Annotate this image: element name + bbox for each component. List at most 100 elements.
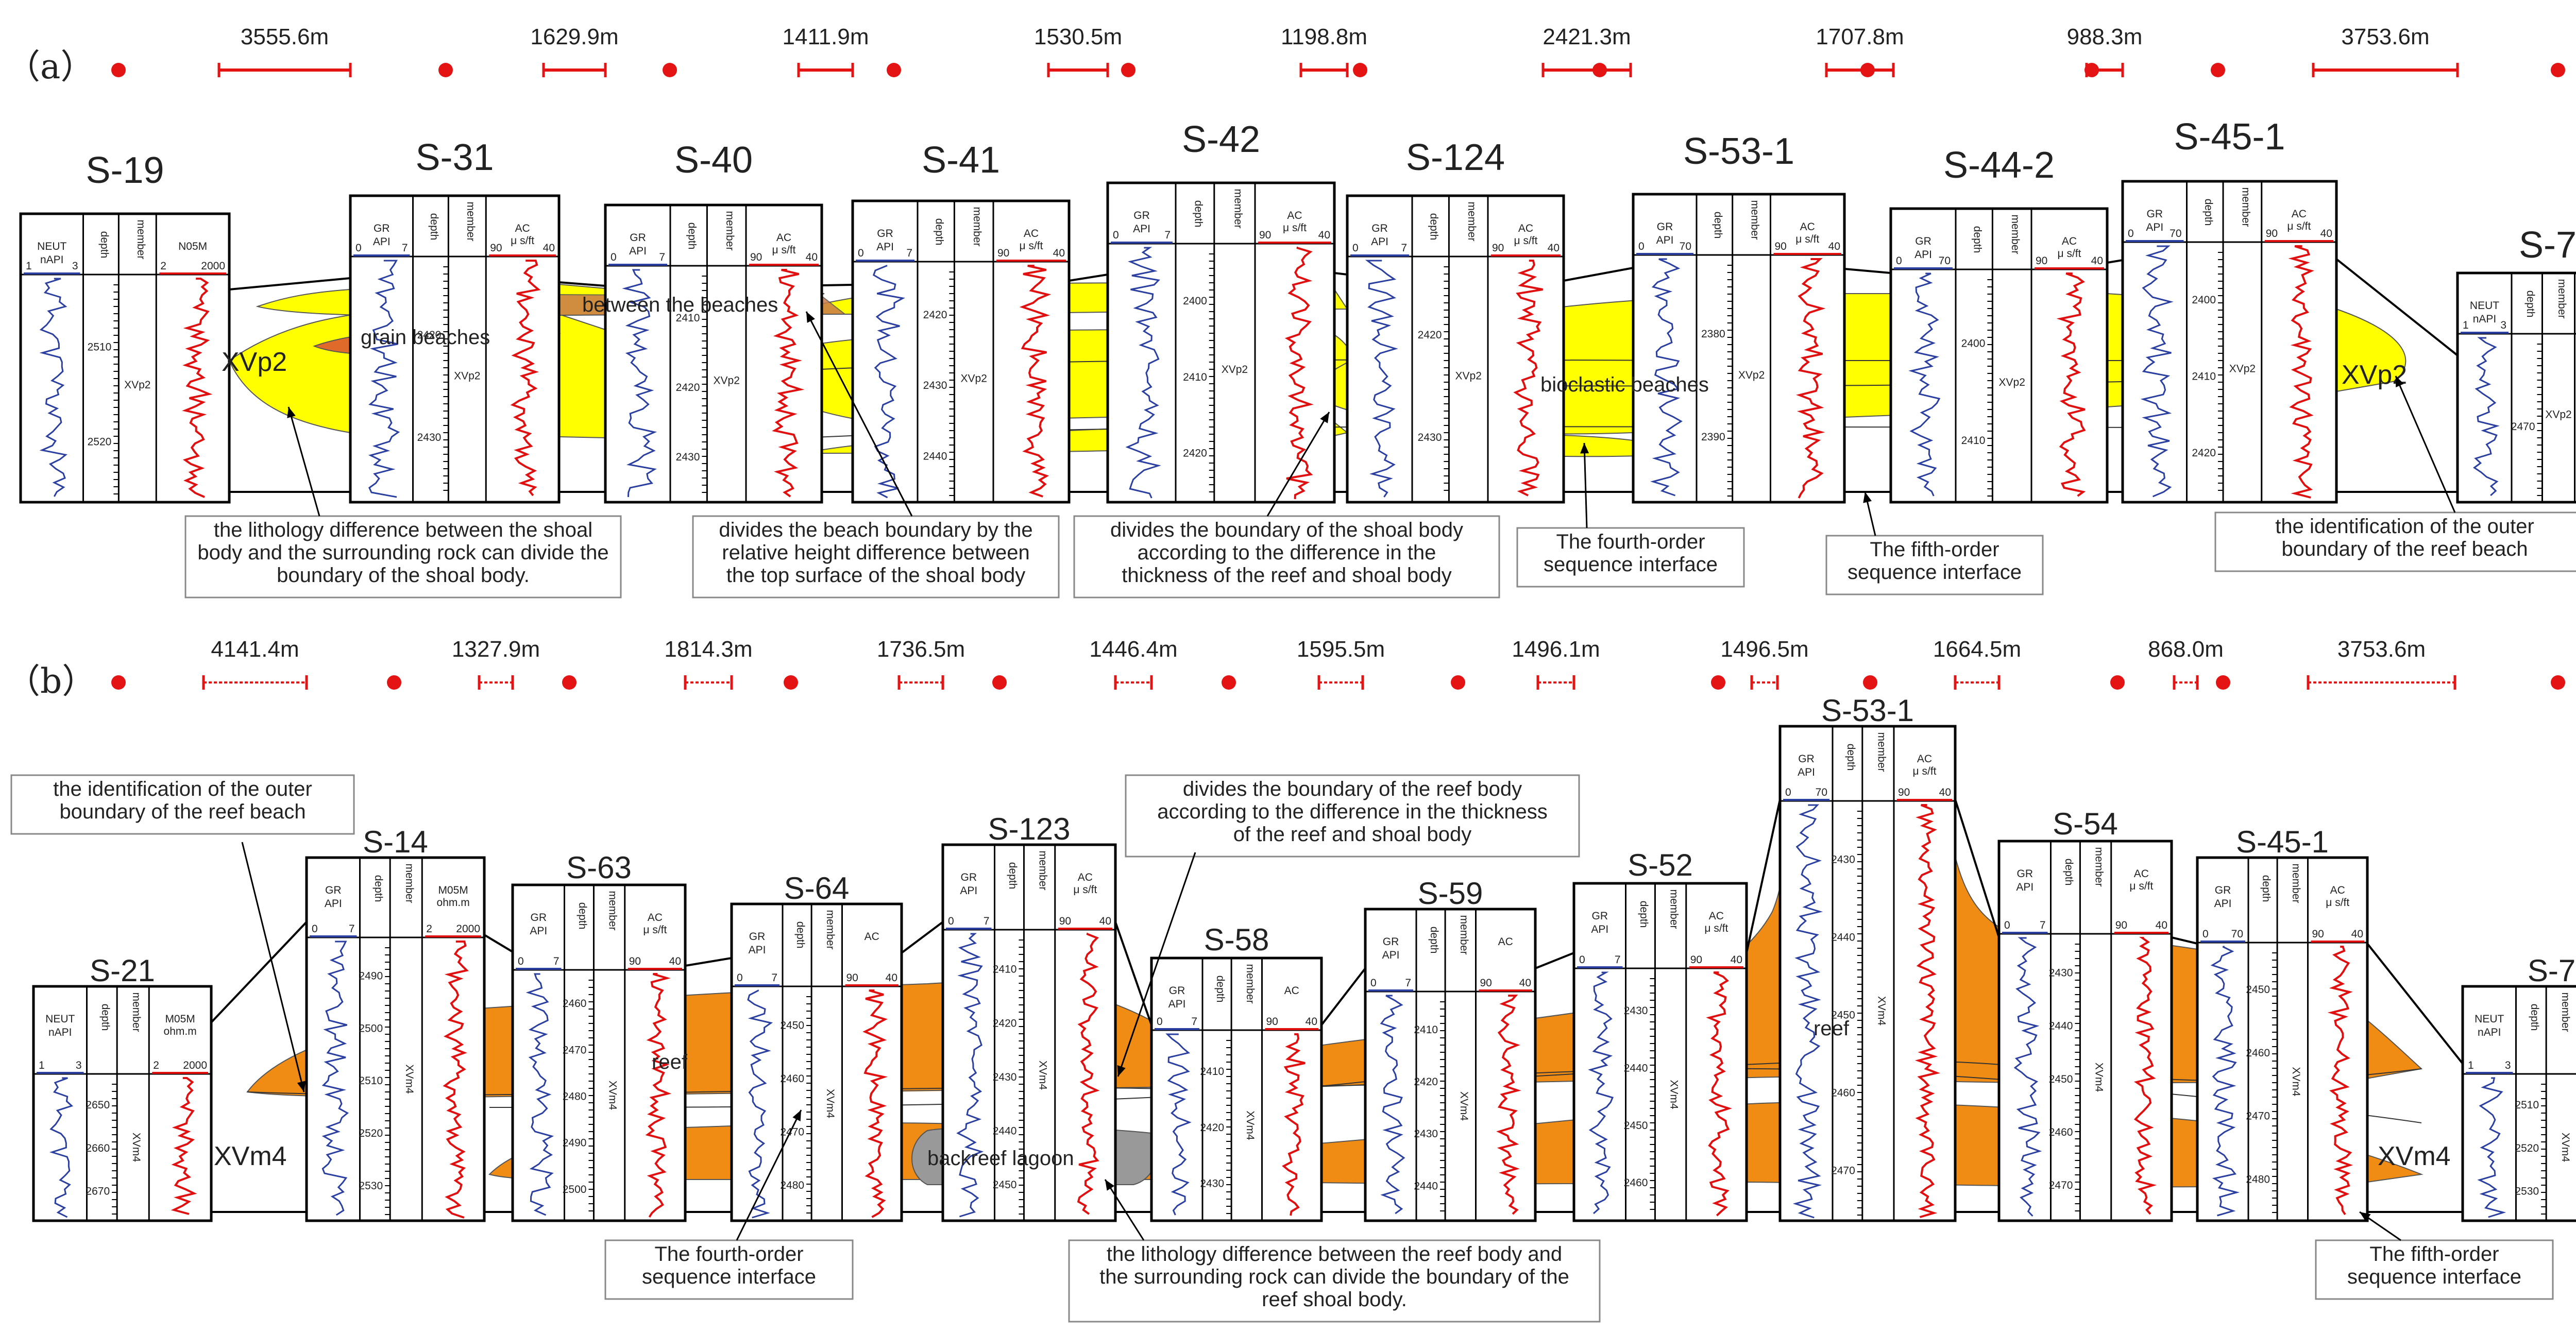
depth-label: 2460	[563, 998, 587, 1010]
left-log-name: NEUT	[45, 1013, 75, 1025]
left-log-name: GR	[2215, 884, 2231, 896]
right-scale-max: 40	[1731, 954, 1742, 966]
right-log-unit: ohm.m	[437, 897, 470, 909]
left-log-unit: API	[1798, 766, 1815, 778]
well-location-dot	[1863, 675, 1877, 690]
gr-curve	[622, 269, 657, 498]
right-log-name: AC	[1078, 871, 1093, 883]
left-scale-max: 3	[2500, 319, 2506, 331]
depth-header: depth	[1007, 862, 1019, 890]
member-header: member	[1037, 850, 1049, 890]
depth-label: 2520	[359, 1127, 383, 1139]
distance-label: 1411.9m	[783, 24, 869, 49]
depth-label: 2430	[1418, 432, 1442, 443]
member-label: XVm4	[824, 1089, 836, 1119]
left-scale-min: 0	[948, 915, 954, 927]
gr-curve	[1125, 247, 1161, 499]
callout-leader	[2395, 375, 2456, 513]
gr-curve	[2140, 245, 2174, 498]
member-label: XVm4	[1668, 1080, 1680, 1109]
well-frame	[1150, 956, 1323, 1222]
right-scale-max: 2000	[456, 923, 480, 935]
depth-label: 2430	[2049, 967, 2073, 979]
depth-header: depth	[428, 213, 440, 241]
member-header: member	[2290, 863, 2302, 903]
depth-label: 2530	[359, 1180, 383, 1192]
right-scale-min: 90	[2266, 228, 2278, 240]
depth-header: depth	[1428, 213, 1440, 241]
right-scale-max: 40	[1939, 787, 1951, 798]
member-label: XVp2	[1738, 369, 1765, 381]
left-log-unit: API	[373, 236, 391, 248]
well-name: S-19	[86, 150, 164, 191]
callout-box	[10, 774, 355, 835]
left-log-name: GR	[2017, 868, 2033, 880]
depth-label: 2430	[417, 432, 442, 443]
well-name: S-21	[90, 953, 155, 988]
right-scale-max: 40	[669, 955, 681, 967]
member-header: member	[971, 207, 983, 246]
distance-label: 1446.4m	[1089, 637, 1177, 662]
right-log-name: AC	[1800, 221, 1815, 233]
unit-label-left: XVm4	[214, 1141, 287, 1171]
callout-line: divides the boundary of the shoal body	[1110, 519, 1463, 541]
left-log-name: GR	[374, 223, 390, 234]
member-header: member	[2009, 214, 2021, 254]
left-log-name: GR	[325, 884, 342, 896]
callout-line: according to the difference in the	[1138, 541, 1436, 564]
left-log-unit: API	[1133, 223, 1150, 235]
ac-curve	[2327, 946, 2353, 1216]
callout-box	[2315, 1239, 2554, 1300]
left-log-name: NEUT	[2470, 300, 2499, 312]
right-scale-min: 2	[426, 923, 432, 935]
right-scale-min: 90	[1775, 241, 1787, 252]
ac-curve	[510, 260, 541, 497]
depth-label: 2500	[359, 1022, 383, 1034]
right-log-unit: ohm.m	[164, 1026, 197, 1037]
left-log-name: NEUT	[2475, 1013, 2504, 1025]
right-scale-min: 90	[2115, 919, 2127, 931]
well-name: S-59	[1418, 876, 1483, 911]
callout-text: The fourth-order sequence interface	[1544, 531, 1718, 576]
left-scale-min: 1	[2463, 319, 2469, 331]
depth-label: 2470	[2246, 1110, 2270, 1122]
left-scale-min: 0	[1157, 1016, 1163, 1028]
arrow-head-icon	[1863, 492, 1872, 503]
ac-curve	[645, 973, 672, 1218]
member-label: XVp2	[124, 379, 150, 391]
left-log-name: GR	[1915, 235, 1931, 247]
arrow-head-icon	[287, 407, 296, 418]
member-label: XVp2	[1999, 377, 2025, 388]
callout-line: sequence interface	[2347, 1266, 2521, 1288]
callout-line: divides the boundary of the reef body	[1183, 778, 1522, 800]
left-scale-min: 0	[2128, 228, 2134, 240]
well-location-dot	[992, 675, 1007, 690]
left-scale-max: 7	[553, 955, 560, 967]
ac-curve	[1914, 804, 1941, 1218]
left-scale-max: 3	[72, 260, 78, 272]
distance-label: 1198.8m	[1281, 24, 1367, 49]
depth-label: 2430	[676, 451, 700, 463]
depth-label: 2670	[86, 1186, 110, 1198]
callout-text: the identification of the outer boundary …	[2275, 515, 2534, 560]
ac-curve	[2288, 245, 2314, 499]
callout-line: The fifth-order	[1870, 538, 1999, 561]
left-scale-max: 70	[2231, 928, 2243, 940]
left-scale-min: 0	[518, 955, 524, 967]
left-log-unit: API	[1168, 998, 1186, 1010]
depth-header: depth	[2260, 875, 2272, 902]
depth-label: 2400	[1961, 338, 1986, 350]
callout-leader	[1104, 1179, 1145, 1241]
left-log-unit: API	[325, 898, 342, 910]
member-header: member	[135, 219, 147, 259]
depth-header: depth	[577, 902, 588, 930]
callout-line: The fifth-order	[2369, 1243, 2499, 1266]
right-log-unit: μ s/ft	[1795, 233, 1819, 245]
left-scale-min: 0	[1579, 954, 1585, 966]
ac-curve	[1513, 260, 1543, 497]
left-scale-max: 7	[771, 972, 777, 984]
well-name: S-64	[784, 871, 850, 905]
left-scale-min: 0	[1785, 787, 1791, 798]
gr-curve	[2472, 337, 2500, 497]
